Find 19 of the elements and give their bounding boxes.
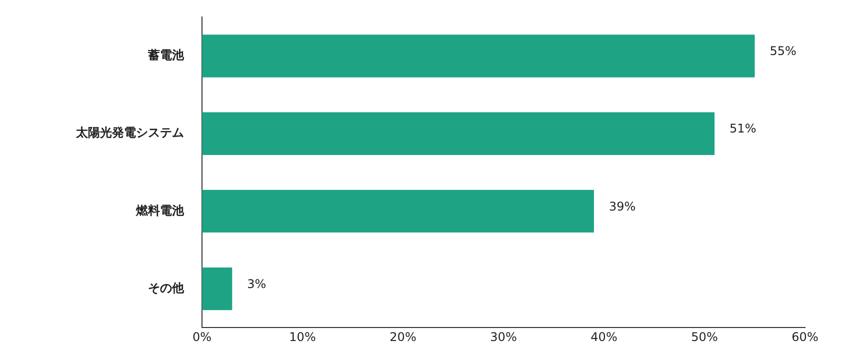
x-tick-label: 40% [590,330,618,344]
y-tick-label: 蓄電池 [147,48,185,62]
bar [202,190,594,233]
y-tick-label: 太陽光発電システム [75,126,184,140]
bar [202,267,232,310]
data-label: 51% [730,122,756,136]
data-label: 39% [608,199,636,214]
bar [202,34,755,78]
y-tick-label: 燃料電池 [135,203,185,218]
data-label: 3% [247,276,266,291]
bar [202,112,715,155]
data-label: 55% [770,44,796,58]
x-tick-label: 30% [490,330,517,344]
x-tick-label: 0% [192,330,212,344]
x-tick-label: 20% [390,330,416,344]
y-tick-label: その他 [148,280,185,295]
x-tick-label: 10% [289,330,316,344]
x-tick-label: 50% [691,330,718,344]
x-tick-label: 60% [792,330,818,344]
